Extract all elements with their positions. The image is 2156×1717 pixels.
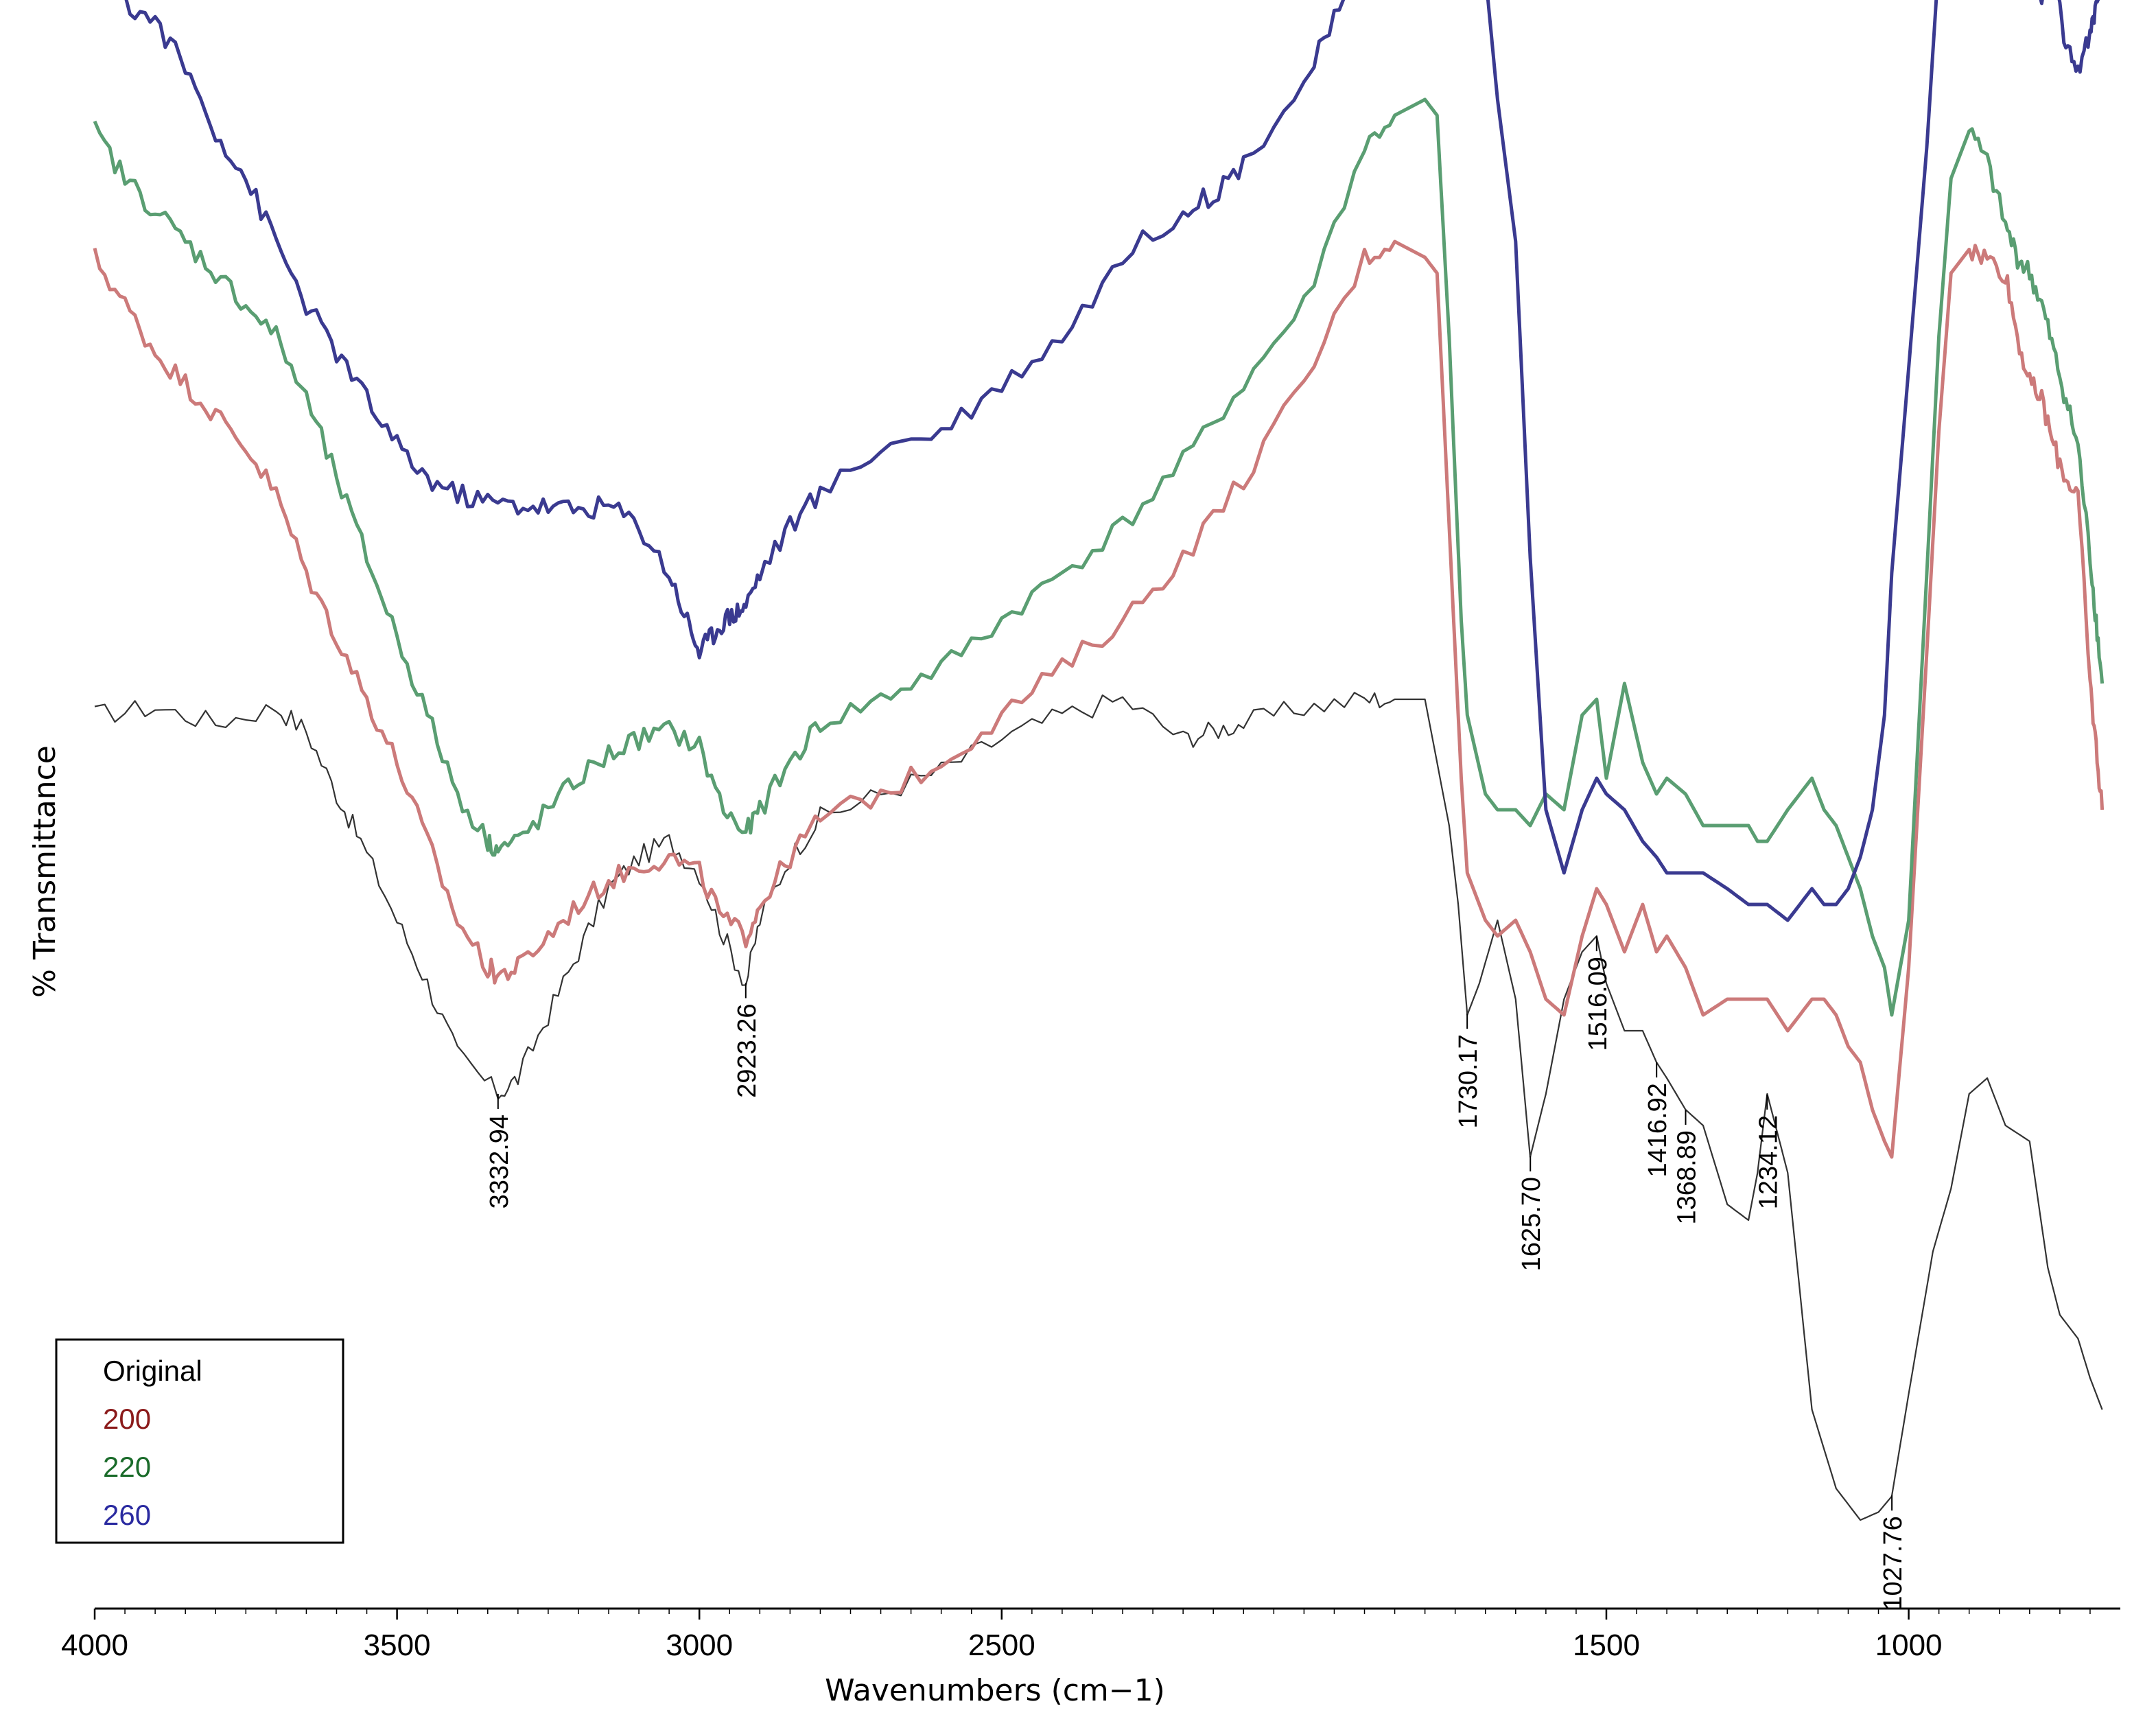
peak-annotations: 3332.94 2923.26 1730.17 1625.70 1516.09 1416.… xyxy=(485,936,1908,1611)
peak-label-1027.76: 1027.76 xyxy=(1879,1516,1908,1610)
y-axis-title: % Transmittance xyxy=(27,745,62,998)
x-tick-label-2500: 2500 xyxy=(968,1628,1035,1662)
series-line-200 xyxy=(93,240,2105,1159)
legend-box xyxy=(55,1338,344,1544)
series-layer xyxy=(93,0,2105,1521)
legend-entry-200: 200 xyxy=(103,1403,151,1435)
peak-label-1416.92: 1416.92 xyxy=(1643,1083,1672,1177)
peak-label-1234.12: 1234.12 xyxy=(1754,1115,1783,1209)
series-line-220 xyxy=(93,97,2105,1017)
x-tick-label-3500: 3500 xyxy=(364,1628,431,1662)
peak-label-1730.17: 1730.17 xyxy=(1454,1034,1483,1128)
x-tick-label-1000: 1000 xyxy=(1875,1628,1943,1662)
peak-label-1368.89: 1368.89 xyxy=(1673,1130,1702,1224)
series-line-original xyxy=(94,692,2103,1521)
x-tick-label-4000: 4000 xyxy=(61,1628,128,1662)
legend: Original 200 220 260 xyxy=(55,1338,344,1544)
series-line-260 xyxy=(124,0,2100,922)
legend-entry-260: 260 xyxy=(103,1499,151,1531)
x-tick-label-1500: 1500 xyxy=(1573,1628,1640,1662)
peak-label-2923.26: 2923.26 xyxy=(733,1004,762,1098)
x-axis-ticks: 4000 3500 3000 2500 1500 1000 xyxy=(61,1609,2091,1662)
legend-entry-220: 220 xyxy=(103,1451,151,1483)
legend-entry-original: Original xyxy=(103,1355,202,1387)
x-tick-label-3000: 3000 xyxy=(666,1628,733,1662)
peak-label-1625.70: 1625.70 xyxy=(1517,1177,1546,1271)
peak-label-3332.94: 3332.94 xyxy=(485,1114,514,1208)
x-axis-title: Wavenumbers (cm−1) xyxy=(825,1673,1165,1708)
peak-label-1516.09: 1516.09 xyxy=(1584,957,1613,1051)
